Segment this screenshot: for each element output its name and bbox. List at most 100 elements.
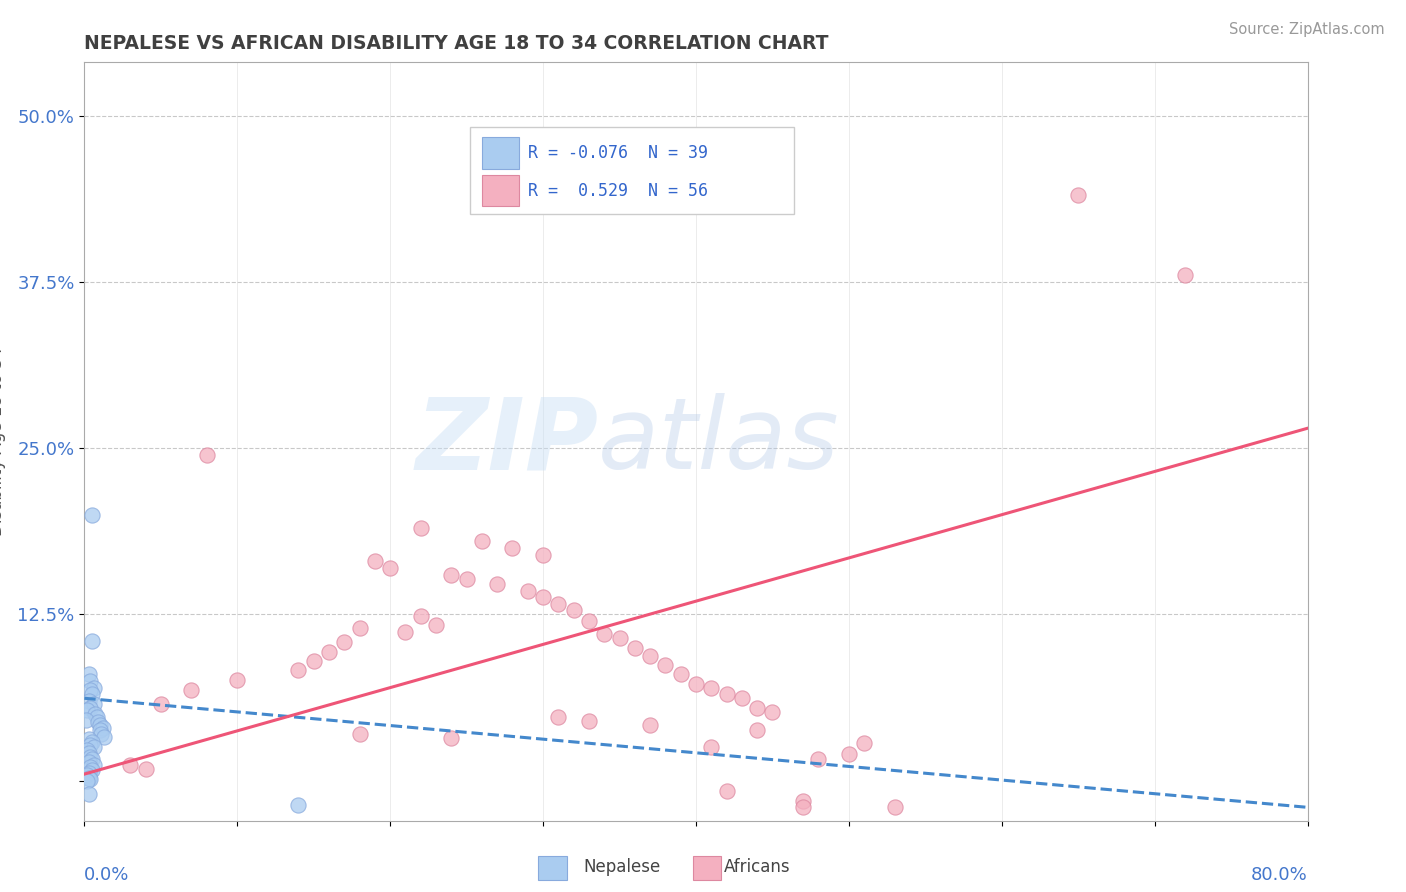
Point [425, 618, 447, 632]
Point [80, 508, 103, 522]
Point [79, 738, 101, 752]
Point [364, 554, 387, 568]
Point [838, 747, 860, 761]
Point [578, 614, 600, 628]
Text: Africans: Africans [724, 858, 790, 876]
Point [80, 687, 103, 701]
Point [79, 749, 101, 764]
Point [700, 740, 723, 755]
Point [562, 603, 585, 617]
Point [79, 673, 101, 688]
Point [394, 624, 416, 639]
Text: R =  0.529  N = 56: R = 0.529 N = 56 [529, 182, 709, 200]
Point [80, 752, 103, 766]
Point [638, 718, 661, 732]
Point [87, 715, 110, 730]
Point [700, 681, 723, 695]
Point [685, 676, 707, 690]
Point [75, 713, 97, 727]
Point [80, 763, 103, 777]
Point [807, 752, 830, 766]
Point [302, 654, 325, 668]
Point [77, 667, 100, 681]
Point [349, 727, 371, 741]
Point [380, 561, 402, 575]
Text: 80.0%: 80.0% [1251, 866, 1308, 884]
Point [83, 757, 105, 772]
Point [79, 760, 101, 774]
Point [349, 621, 371, 635]
Point [624, 640, 647, 655]
Point [578, 714, 600, 728]
Point [716, 687, 738, 701]
Point [883, 800, 905, 814]
Point [180, 683, 202, 698]
Point [333, 635, 356, 649]
Point [83, 740, 105, 755]
Point [86, 710, 108, 724]
Point [456, 572, 478, 586]
Point [84, 707, 107, 722]
Point [195, 448, 218, 462]
Text: ZIP: ZIP [415, 393, 598, 490]
Text: 0.0%: 0.0% [84, 866, 129, 884]
Point [1067, 188, 1090, 202]
Point [516, 583, 538, 598]
Point [531, 590, 554, 604]
Text: R = -0.076  N = 39: R = -0.076 N = 39 [529, 144, 709, 161]
Point [654, 658, 676, 673]
Point [287, 797, 309, 812]
Point [77, 771, 100, 785]
Point [1174, 268, 1197, 283]
Point [531, 548, 554, 562]
Point [471, 534, 494, 549]
Point [502, 541, 524, 555]
Text: atlas: atlas [598, 393, 839, 490]
Text: NEPALESE VS AFRICAN DISABILITY AGE 18 TO 34 CORRELATION CHART: NEPALESE VS AFRICAN DISABILITY AGE 18 TO… [84, 34, 830, 53]
Point [93, 730, 115, 744]
Text: Nepalese: Nepalese [583, 858, 661, 876]
Point [120, 757, 142, 772]
FancyBboxPatch shape [482, 136, 519, 169]
Point [593, 627, 616, 641]
Point [747, 700, 769, 714]
Point [747, 723, 769, 738]
FancyBboxPatch shape [470, 127, 794, 214]
Point [76, 703, 98, 717]
Point [77, 732, 100, 747]
Point [83, 681, 105, 695]
Point [77, 746, 100, 760]
Point [77, 755, 100, 769]
Point [76, 768, 98, 782]
Point [853, 737, 876, 751]
Point [76, 743, 98, 757]
Point [79, 772, 101, 787]
Point [716, 784, 738, 798]
Point [77, 765, 100, 780]
Point [80, 634, 103, 648]
Point [77, 787, 100, 801]
Point [79, 700, 101, 714]
Point [76, 773, 98, 788]
Point [792, 800, 814, 814]
Point [149, 697, 172, 711]
Point [547, 710, 569, 724]
Point [486, 577, 509, 591]
Text: Source: ZipAtlas.com: Source: ZipAtlas.com [1229, 22, 1385, 37]
Point [318, 645, 340, 659]
Point [669, 667, 692, 681]
Point [409, 608, 432, 623]
Point [761, 705, 783, 719]
Point [547, 597, 569, 611]
Point [135, 762, 157, 776]
Point [287, 663, 309, 677]
Point [80, 735, 103, 749]
Point [89, 723, 111, 738]
Point [226, 673, 249, 687]
Point [440, 567, 463, 582]
Point [409, 521, 432, 535]
Y-axis label: Disability Age 18 to 34: Disability Age 18 to 34 [0, 347, 6, 536]
Point [440, 731, 463, 746]
Point [83, 697, 105, 711]
Point [91, 721, 114, 735]
